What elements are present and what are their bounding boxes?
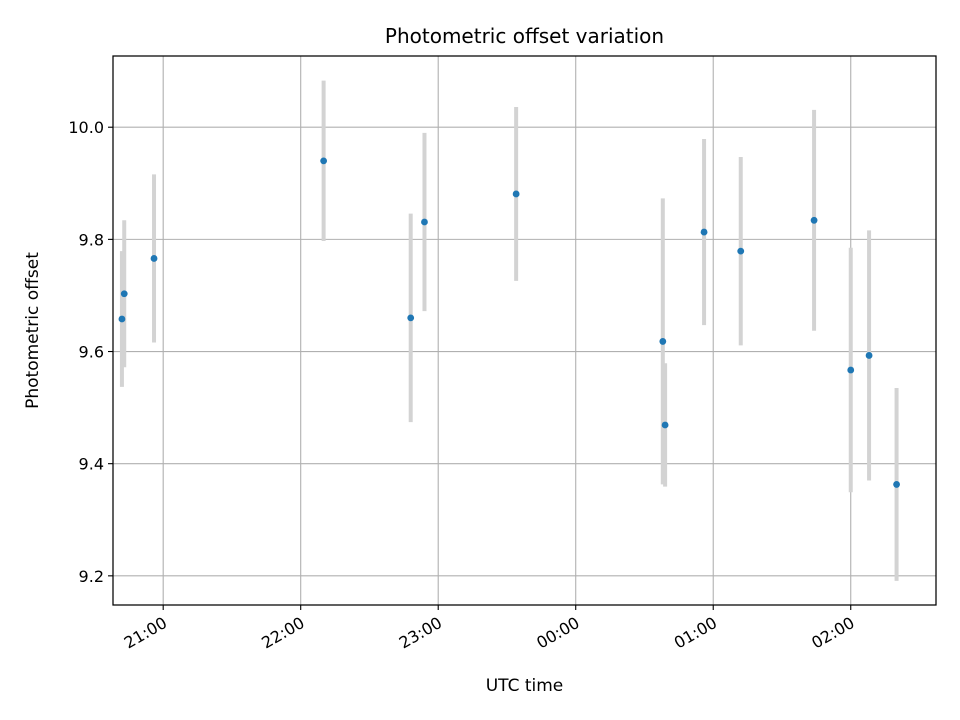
chart-title: Photometric offset variation — [385, 24, 664, 48]
data-point — [865, 352, 873, 359]
y-tick-label: 10.0 — [68, 118, 104, 137]
data-point — [847, 366, 855, 374]
y-axis-label: Photometric offset — [23, 252, 43, 409]
y-tick-label: 9.6 — [79, 343, 104, 362]
data-point — [661, 421, 669, 429]
data-point — [150, 255, 158, 262]
data-point — [120, 290, 128, 298]
point-layer — [118, 157, 900, 488]
y-tick-label: 9.2 — [79, 567, 104, 586]
y-tick-label: 9.4 — [79, 455, 104, 474]
data-point — [810, 216, 818, 224]
data-point — [659, 338, 667, 345]
x-axis-label: UTC time — [486, 676, 564, 696]
data-point — [700, 228, 708, 236]
plot-frame — [112, 55, 937, 606]
data-point — [737, 247, 745, 255]
y-tick-label: 9.8 — [79, 230, 104, 249]
data-point — [512, 190, 520, 198]
data-point — [407, 314, 415, 322]
data-point — [320, 157, 328, 165]
data-point — [893, 481, 900, 488]
data-point — [118, 315, 126, 323]
data-point — [421, 218, 428, 226]
